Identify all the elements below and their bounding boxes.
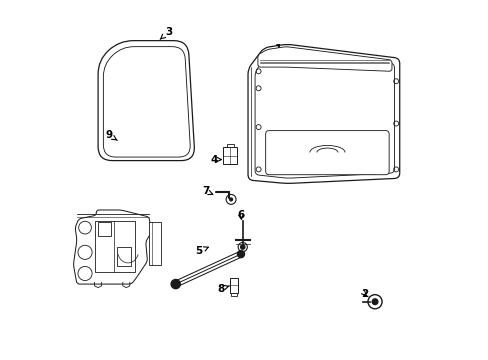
Bar bbox=[226, 144, 233, 147]
PathPatch shape bbox=[265, 131, 388, 175]
Circle shape bbox=[171, 279, 180, 289]
Text: 6: 6 bbox=[237, 210, 244, 220]
Bar bbox=[231, 293, 237, 296]
Circle shape bbox=[240, 245, 244, 249]
Bar bbox=[223, 147, 237, 164]
Text: 3: 3 bbox=[160, 27, 172, 39]
Text: 9: 9 bbox=[105, 130, 117, 140]
PathPatch shape bbox=[74, 210, 150, 284]
PathPatch shape bbox=[257, 47, 391, 71]
Bar bbox=[148, 222, 161, 265]
Text: 8: 8 bbox=[217, 284, 229, 294]
Bar bbox=[230, 278, 238, 293]
Bar bbox=[98, 222, 111, 237]
Text: 2: 2 bbox=[360, 289, 367, 298]
PathPatch shape bbox=[103, 47, 190, 157]
Circle shape bbox=[371, 299, 377, 305]
Text: 7: 7 bbox=[202, 186, 212, 196]
Bar bbox=[94, 221, 135, 272]
Circle shape bbox=[229, 198, 232, 201]
PathPatch shape bbox=[247, 45, 399, 183]
Text: 4: 4 bbox=[210, 154, 221, 165]
Text: 5: 5 bbox=[195, 246, 208, 256]
PathPatch shape bbox=[98, 41, 194, 161]
PathPatch shape bbox=[255, 50, 394, 178]
Bar bbox=[117, 247, 131, 266]
Circle shape bbox=[237, 251, 244, 258]
Text: 1: 1 bbox=[274, 45, 281, 54]
